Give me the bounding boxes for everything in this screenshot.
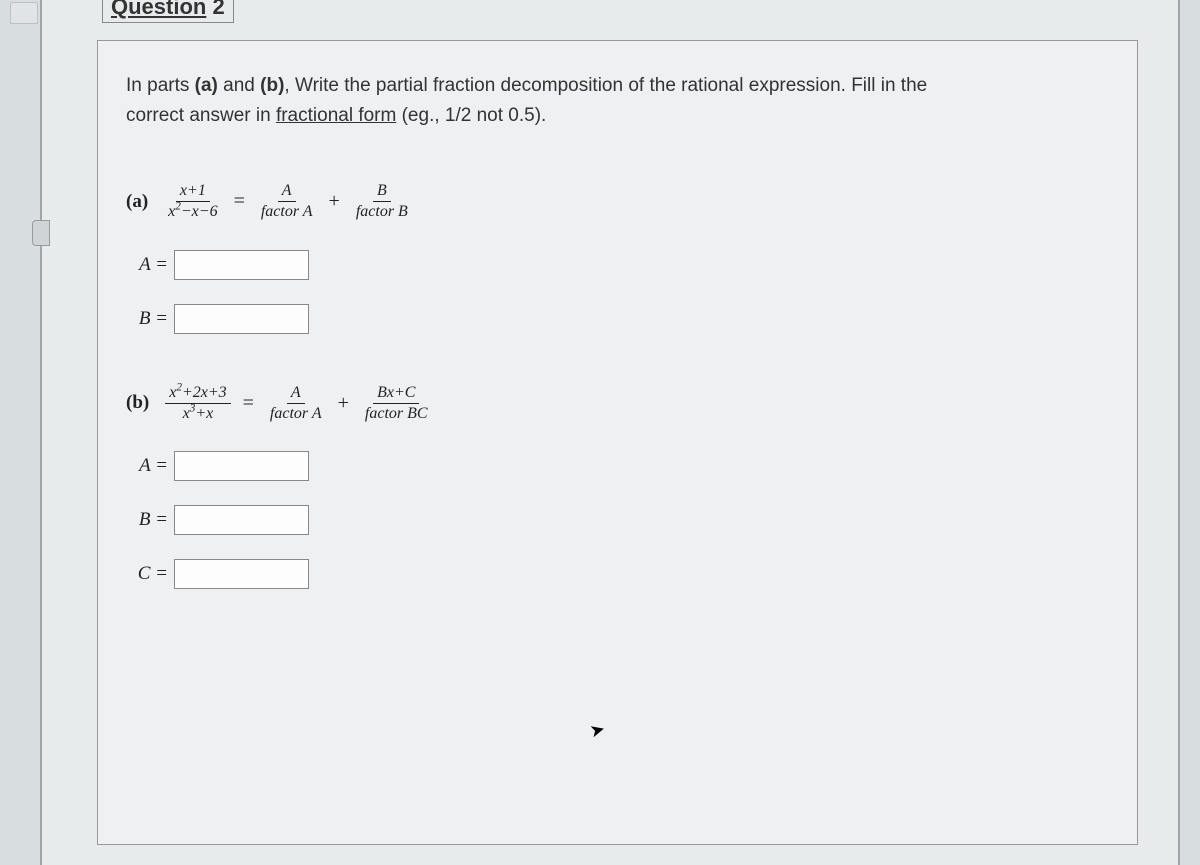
instr-bold-a: (a) xyxy=(195,75,218,96)
part-a-label: (a) xyxy=(126,191,148,213)
instr-line2-suffix: (eg., 1/2 not 0.5). xyxy=(396,105,546,126)
equals-sign-b: = xyxy=(241,392,256,415)
page-container: Question 2 In parts (a) and (b), Write t… xyxy=(40,0,1180,865)
part-a: (a) x+1 x2−x−6 = A factor A + B factor B… xyxy=(126,182,1109,334)
part-b-lhs-den: x3+x xyxy=(179,404,218,423)
instr-bold-b: (b) xyxy=(260,75,284,96)
part-a-a-label: A = xyxy=(126,254,168,276)
part-a-term2-num: B xyxy=(373,182,391,202)
part-b-input-b-row: B = xyxy=(126,505,1109,535)
part-b-term1-fraction: A factor A xyxy=(266,384,326,424)
part-b-lhs-fraction: x2+2x+3 x3+x xyxy=(165,384,230,424)
question-title-num: 2 xyxy=(212,0,224,19)
part-b-a-label: A = xyxy=(126,455,168,477)
instr-mid1: and xyxy=(218,75,260,96)
part-a-a-input[interactable] xyxy=(174,250,309,280)
part-b-b-input[interactable] xyxy=(174,505,309,535)
part-b-equation: (b) x2+2x+3 x3+x = A factor A + Bx+C fac… xyxy=(126,384,1109,424)
part-a-lhs-den: x2−x−6 xyxy=(164,202,221,221)
part-b-b-label: B = xyxy=(126,509,168,531)
part-b-term2-fraction: Bx+C factor BC xyxy=(361,384,432,424)
part-a-term1-num: A xyxy=(278,182,296,202)
side-tab[interactable] xyxy=(32,220,50,246)
instr-prefix: In parts xyxy=(126,75,195,96)
part-a-input-a-row: A = xyxy=(126,250,1109,280)
part-b-term2-num: Bx+C xyxy=(373,384,419,404)
part-b: (b) x2+2x+3 x3+x = A factor A + Bx+C fac… xyxy=(126,384,1109,590)
part-b-lhs-num: x2+2x+3 xyxy=(165,384,230,404)
instr-line2-prefix: correct answer in xyxy=(126,105,276,126)
part-b-c-input[interactable] xyxy=(174,559,309,589)
instr-mid2: , Write the partial fraction decompositi… xyxy=(284,75,927,96)
part-b-label: (b) xyxy=(126,392,149,414)
part-a-b-label: B = xyxy=(126,308,168,330)
part-a-lhs-fraction: x+1 x2−x−6 xyxy=(164,182,221,222)
part-a-term1-den: factor A xyxy=(257,202,317,221)
question-content: In parts (a) and (b), Write the partial … xyxy=(97,40,1138,845)
part-b-c-label: C = xyxy=(126,563,168,585)
instr-underlined: fractional form xyxy=(276,105,396,126)
plus-sign-b: + xyxy=(336,392,351,415)
part-b-term1-num: A xyxy=(287,384,305,404)
part-b-term1-den: factor A xyxy=(266,404,326,423)
part-a-b-input[interactable] xyxy=(174,304,309,334)
part-a-lhs-num: x+1 xyxy=(176,182,210,202)
equals-sign: = xyxy=(232,190,247,213)
tab-icon xyxy=(10,2,38,24)
part-b-input-a-row: A = xyxy=(126,451,1109,481)
plus-sign: + xyxy=(327,190,342,213)
part-a-equation: (a) x+1 x2−x−6 = A factor A + B factor B xyxy=(126,182,1109,222)
question-header: Question 2 xyxy=(102,0,234,23)
part-a-term2-den: factor B xyxy=(352,202,412,221)
part-a-input-b-row: B = xyxy=(126,304,1109,334)
part-b-a-input[interactable] xyxy=(174,451,309,481)
part-b-term2-den: factor BC xyxy=(361,404,432,423)
part-a-term1-fraction: A factor A xyxy=(257,182,317,222)
question-title-word: Question xyxy=(111,0,206,19)
part-a-term2-fraction: B factor B xyxy=(352,182,412,222)
part-b-input-c-row: C = xyxy=(126,559,1109,589)
instructions: In parts (a) and (b), Write the partial … xyxy=(126,71,1109,132)
